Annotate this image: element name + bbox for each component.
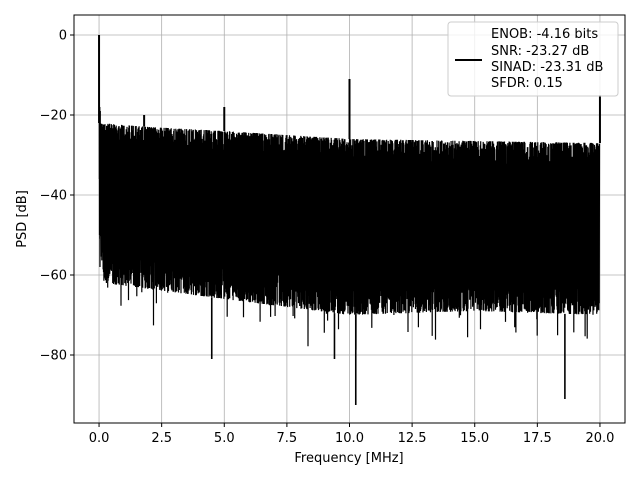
- legend: ENOB: -4.16 bits SNR: -23.27 dB SINAD: -…: [447, 21, 619, 97]
- y-axis-ticks: 0 −20 −40 −60 −80: [40, 29, 74, 364]
- x-tick-label: 20.0: [585, 431, 614, 446]
- psd-trace: [98, 34, 601, 350]
- x-tick-label: 12.5: [398, 431, 427, 446]
- x-tick-label: 15.0: [460, 431, 489, 446]
- x-tick-label: 7.5: [277, 431, 298, 446]
- x-tick-label: 17.5: [523, 431, 552, 446]
- y-tick-label: −60: [40, 269, 67, 284]
- legend-entry-snr: SNR: -23.27 dB: [491, 44, 589, 59]
- psd-series: [98, 34, 601, 405]
- legend-box: [447, 21, 619, 97]
- x-axis-ticks: 0.0 2.5 5.0 7.5 10.0 12.5 15.0 17.5 20.0: [89, 423, 614, 446]
- legend-entry-enob: ENOB: -4.16 bits: [491, 27, 598, 42]
- legend-entry-sinad: SINAD: -23.31 dB: [491, 60, 603, 75]
- x-tick-label: 5.0: [214, 431, 235, 446]
- x-tick-label: 2.5: [151, 431, 172, 446]
- y-tick-label: 0: [59, 29, 67, 44]
- y-tick-label: −80: [40, 349, 67, 364]
- y-tick-label: −40: [40, 189, 67, 204]
- x-tick-label: 10.0: [335, 431, 364, 446]
- x-axis-label: Frequency [MHz]: [294, 451, 403, 466]
- y-tick-label: −20: [40, 109, 67, 124]
- x-tick-label: 0.0: [89, 431, 110, 446]
- legend-entry-sfdr: SFDR: 0.15: [491, 76, 563, 91]
- y-axis-label: PSD [dB]: [15, 190, 30, 248]
